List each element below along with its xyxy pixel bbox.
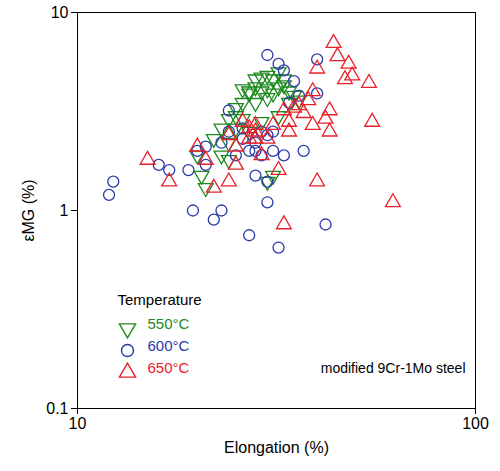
svg-text:0.1: 0.1 xyxy=(46,400,68,417)
svg-text:550°C: 550°C xyxy=(148,315,190,332)
svg-text:10: 10 xyxy=(51,4,69,21)
svg-text:Elongation (%): Elongation (%) xyxy=(224,439,329,456)
svg-text:650°C: 650°C xyxy=(148,359,190,376)
svg-text:εMG (%): εMG (%) xyxy=(20,179,37,241)
svg-text:600°C: 600°C xyxy=(148,337,190,354)
svg-text:100: 100 xyxy=(462,415,489,432)
svg-text:1: 1 xyxy=(60,202,69,219)
svg-text:modified 9Cr-1Mo steel: modified 9Cr-1Mo steel xyxy=(321,360,466,376)
svg-text:Temperature: Temperature xyxy=(118,291,202,308)
svg-text:10: 10 xyxy=(69,415,87,432)
